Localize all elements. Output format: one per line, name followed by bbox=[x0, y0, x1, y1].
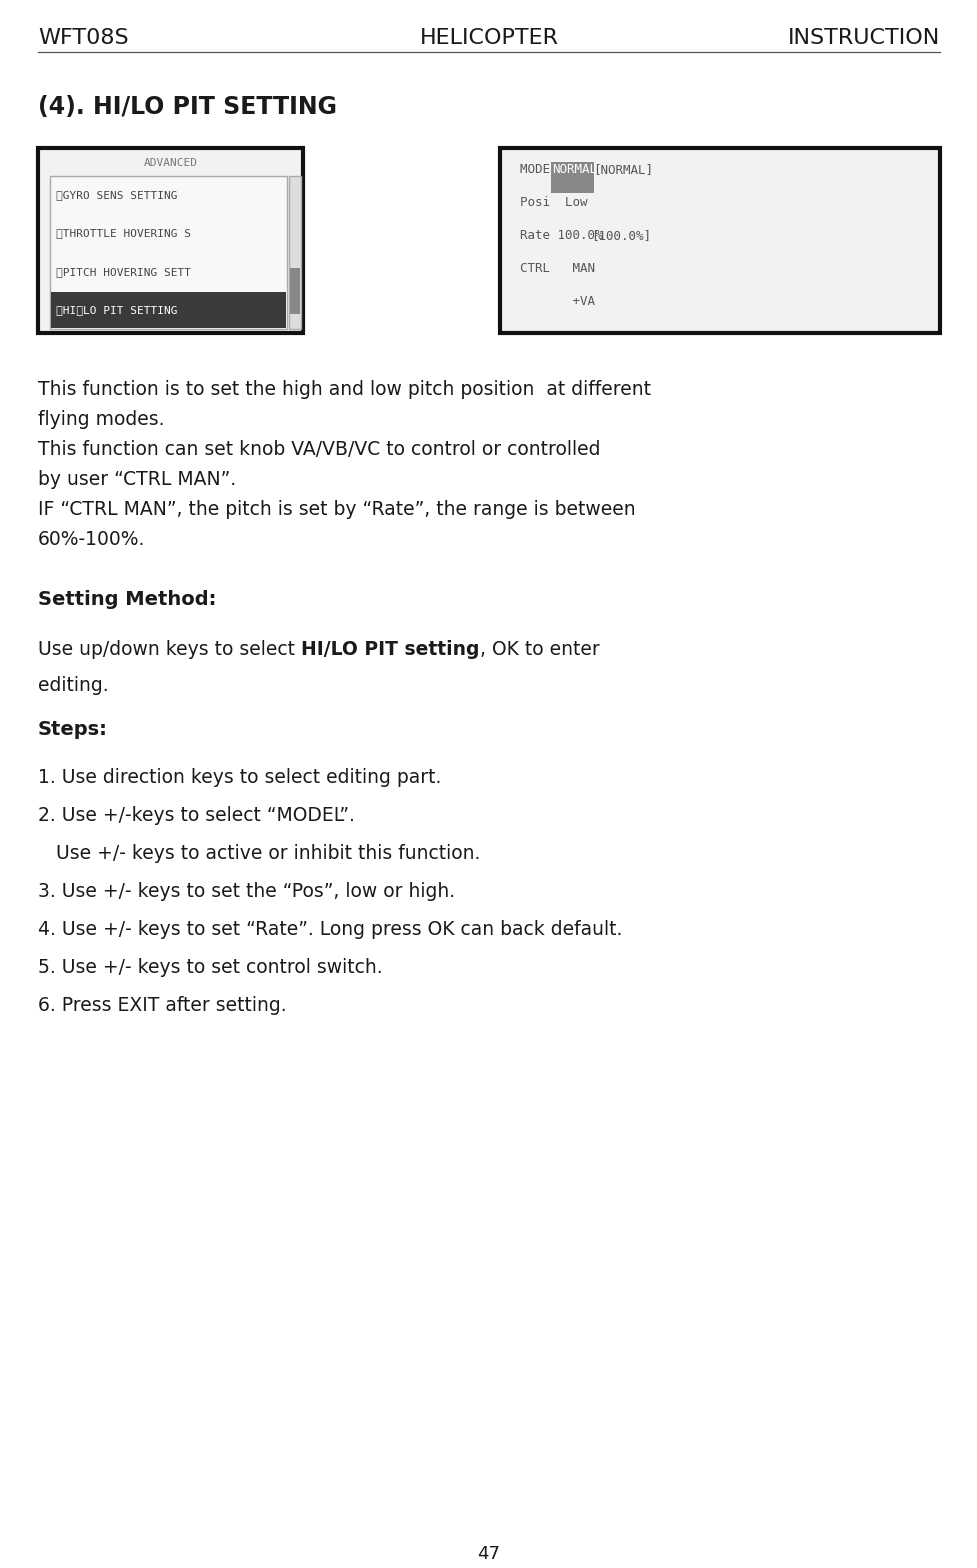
Text: Setting Method:: Setting Method: bbox=[38, 590, 216, 608]
Bar bbox=[550, 162, 593, 193]
Text: ④HI⁄LO PIT SETTING: ④HI⁄LO PIT SETTING bbox=[56, 304, 177, 315]
Text: Use +/- keys to active or inhibit this function.: Use +/- keys to active or inhibit this f… bbox=[38, 844, 480, 862]
Text: HELICOPTER: HELICOPTER bbox=[419, 28, 558, 49]
Text: , OK to enter: , OK to enter bbox=[479, 640, 599, 659]
Text: 3. Use +/- keys to set the “Pos”, low or high.: 3. Use +/- keys to set the “Pos”, low or… bbox=[38, 883, 454, 902]
Text: (4). HI/LO PIT SETTING: (4). HI/LO PIT SETTING bbox=[38, 96, 337, 119]
Text: IF “CTRL MAN”, the pitch is set by “Rate”, the range is between: IF “CTRL MAN”, the pitch is set by “Rate… bbox=[38, 500, 635, 519]
Text: ①GYRO SENS SETTING: ①GYRO SENS SETTING bbox=[56, 190, 177, 201]
Text: ③PITCH HOVERING SETT: ③PITCH HOVERING SETT bbox=[56, 267, 191, 276]
Text: flying modes.: flying modes. bbox=[38, 409, 164, 430]
Text: NORMAL: NORMAL bbox=[552, 163, 597, 176]
Text: Use up/down keys to select: Use up/down keys to select bbox=[38, 640, 301, 659]
Text: 2. Use +/-keys to select “MODEL”.: 2. Use +/-keys to select “MODEL”. bbox=[38, 806, 355, 825]
Text: INSTRUCTION: INSTRUCTION bbox=[786, 28, 939, 49]
Text: editing.: editing. bbox=[38, 676, 108, 695]
Bar bbox=[289, 176, 301, 329]
Text: This function is to set the high and low pitch position  at different: This function is to set the high and low… bbox=[38, 379, 651, 398]
Text: WFT08S: WFT08S bbox=[38, 28, 129, 49]
Bar bbox=[290, 268, 300, 314]
Text: ②THROTTLE HOVERING S: ②THROTTLE HOVERING S bbox=[56, 229, 191, 238]
Bar bbox=[499, 147, 939, 332]
Text: 47: 47 bbox=[477, 1544, 500, 1563]
Text: Rate 100.0%: Rate 100.0% bbox=[520, 229, 602, 241]
Text: ADVANCED: ADVANCED bbox=[144, 158, 197, 168]
Text: 60%-100%.: 60%-100%. bbox=[38, 530, 146, 549]
Bar bbox=[51, 292, 285, 328]
Text: 1. Use direction keys to select editing part.: 1. Use direction keys to select editing … bbox=[38, 768, 441, 787]
Text: 6. Press EXIT after setting.: 6. Press EXIT after setting. bbox=[38, 996, 286, 1014]
Text: MODE: MODE bbox=[520, 163, 557, 176]
Text: by user “CTRL MAN”.: by user “CTRL MAN”. bbox=[38, 470, 235, 489]
Bar bbox=[38, 147, 303, 332]
Text: HI/LO PIT setting: HI/LO PIT setting bbox=[301, 640, 479, 659]
Text: Posi  Low: Posi Low bbox=[520, 196, 587, 209]
Text: [NORMAL]: [NORMAL] bbox=[593, 163, 653, 176]
Text: This function can set knob VA/VB/VC to control or controlled: This function can set knob VA/VB/VC to c… bbox=[38, 441, 600, 459]
Bar bbox=[50, 176, 286, 329]
Text: [100.0%]: [100.0%] bbox=[591, 229, 651, 241]
Text: CTRL   MAN: CTRL MAN bbox=[520, 262, 594, 274]
Text: 4. Use +/- keys to set “Rate”. Long press OK can back default.: 4. Use +/- keys to set “Rate”. Long pres… bbox=[38, 920, 621, 939]
Text: +VA: +VA bbox=[520, 295, 594, 307]
Text: Steps:: Steps: bbox=[38, 720, 107, 739]
Text: 5. Use +/- keys to set control switch.: 5. Use +/- keys to set control switch. bbox=[38, 958, 382, 977]
